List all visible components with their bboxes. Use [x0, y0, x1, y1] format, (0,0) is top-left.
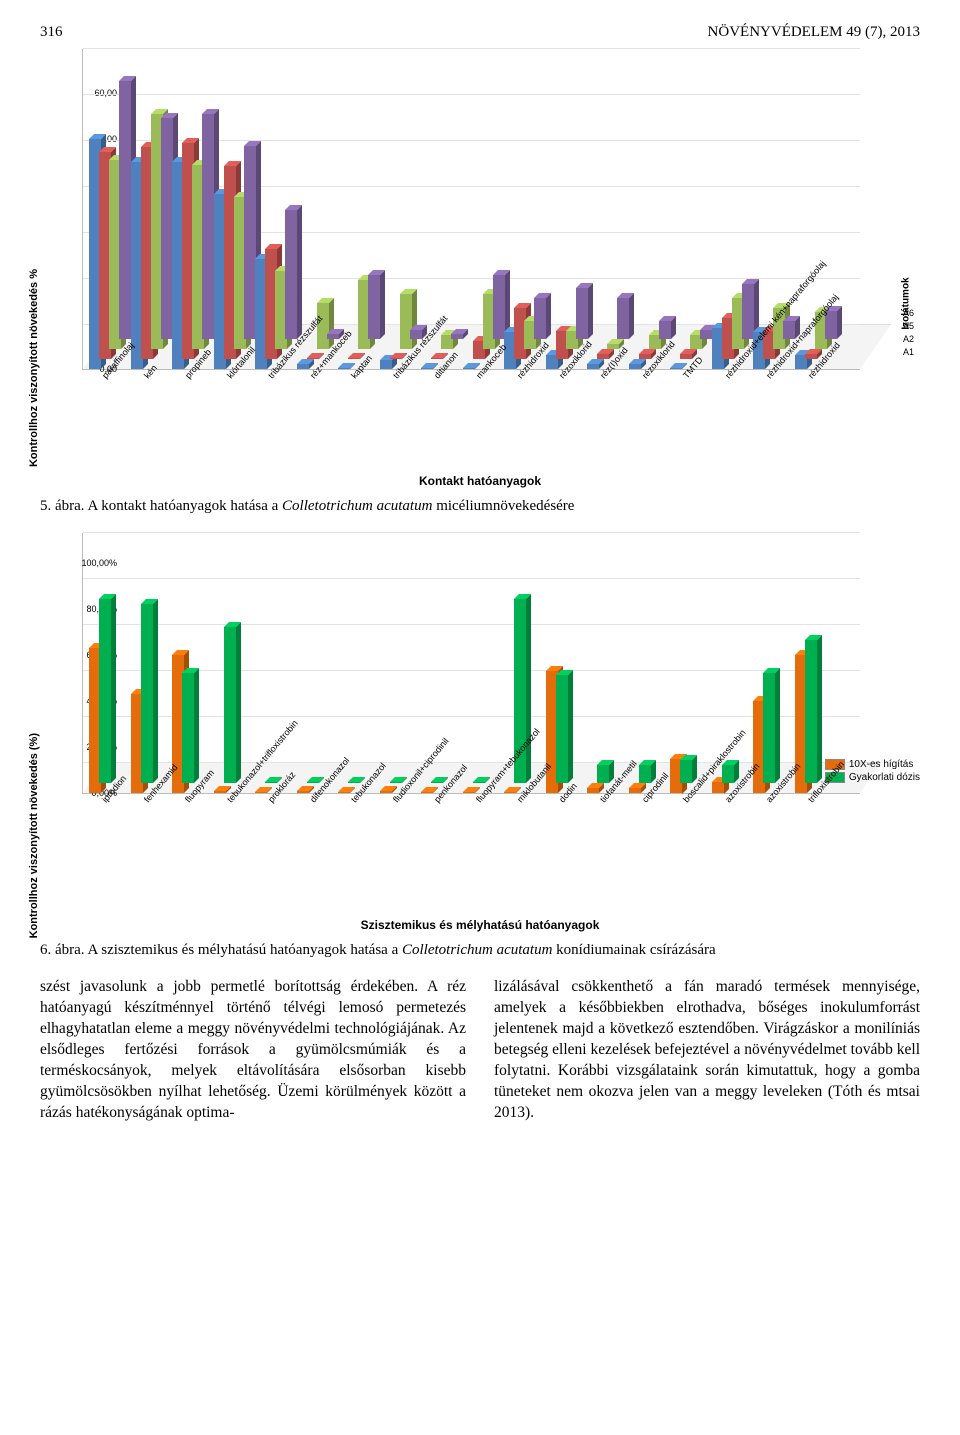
bar [504, 792, 516, 793]
bar [639, 765, 651, 783]
bar [421, 368, 433, 369]
bar [473, 782, 485, 783]
bar [338, 368, 350, 369]
bar [722, 765, 734, 783]
bar [285, 210, 297, 339]
bar [431, 782, 443, 783]
bar [825, 311, 837, 339]
bar [576, 288, 588, 339]
bar [463, 368, 475, 369]
bar [297, 364, 309, 369]
bar [141, 604, 153, 783]
fig5-ylabel: Kontrollhoz viszonyított növekedés % [28, 269, 40, 467]
bar [380, 360, 392, 369]
fig6-plot-area: 0,00%20,00%40,00%60,00%80,00%100,00% 10X… [82, 533, 860, 794]
bar [493, 275, 505, 339]
bar [607, 344, 619, 349]
bar [390, 782, 402, 783]
bar [380, 791, 392, 793]
bar [451, 334, 463, 339]
fig5-category-labels: paraffinolajkénpropinebklórtaloniltribáz… [82, 370, 860, 470]
journal-ref: NÖVÉNYVÉDELEM 49 (7), 2013 [708, 24, 920, 41]
bar [307, 358, 319, 359]
figure-6: Kontrollhoz viszonyított növekedés (%) 0… [40, 533, 920, 932]
bar [617, 298, 629, 339]
figure-5-caption: 5. ábra. A kontakt hatóanyagok hatása a … [40, 498, 920, 515]
bar [390, 358, 402, 359]
bar [587, 364, 599, 369]
bar [680, 760, 692, 783]
bar [639, 354, 651, 359]
figure-6-caption: 6. ábra. A szisztemikus és mélyhatású ha… [40, 942, 920, 959]
bar [556, 675, 568, 783]
bar [805, 640, 817, 783]
body-text: szést javasolunk a jobb permetlé borítot… [40, 977, 920, 1123]
bar [805, 354, 817, 359]
bar [763, 673, 775, 783]
figure-5: Kontrollhoz viszonyított növekedés % 0,0… [40, 49, 920, 488]
bar [202, 114, 214, 339]
bar [700, 330, 712, 339]
bar [421, 792, 433, 793]
bar [368, 275, 380, 339]
bar [307, 782, 319, 783]
bar [400, 294, 412, 349]
bar [680, 354, 692, 359]
bar [348, 358, 360, 359]
fig5-plot-area: 0,0010,0020,0030,0040,0050,0060,00 A6A5A… [82, 49, 860, 370]
bar [629, 788, 641, 793]
bar [670, 368, 682, 369]
bar [348, 782, 360, 783]
bar [161, 118, 173, 339]
bar [783, 321, 795, 339]
bar [534, 298, 546, 339]
bar [244, 146, 256, 339]
fig5-depth-axis-label: Izolátumok [900, 277, 911, 329]
bar [629, 364, 641, 369]
bar [297, 791, 309, 793]
body-col-right: lizálásával csökkenthető a fán maradó te… [494, 977, 920, 1123]
bar [182, 673, 194, 783]
bar [659, 321, 671, 339]
running-head: 316 NÖVÉNYVÉDELEM 49 (7), 2013 [40, 24, 920, 41]
fig6-ylabel: Kontrollhoz viszonyított növekedés (%) [28, 733, 40, 938]
bar [338, 792, 350, 793]
bar [597, 354, 609, 359]
bar [463, 792, 475, 793]
bar [587, 788, 599, 793]
bar [431, 358, 443, 359]
bar [410, 330, 422, 339]
bar [712, 782, 724, 794]
bar [742, 284, 754, 339]
bar [214, 791, 226, 793]
fig6-xtitle: Szisztemikus és mélyhatású hatóanyagok [40, 918, 920, 932]
bar [255, 792, 267, 793]
bar [265, 782, 277, 783]
body-col-left: szést javasolunk a jobb permetlé borítot… [40, 977, 466, 1123]
page-number: 316 [40, 24, 63, 41]
fig6-category-labels: iprodionfenhexamidfluopyramtebukonazol+t… [82, 794, 860, 914]
fig5-xtitle: Kontakt hatóanyagok [40, 474, 920, 488]
bar [597, 765, 609, 783]
bar [119, 81, 131, 339]
bar [99, 599, 111, 783]
bar [224, 627, 236, 783]
